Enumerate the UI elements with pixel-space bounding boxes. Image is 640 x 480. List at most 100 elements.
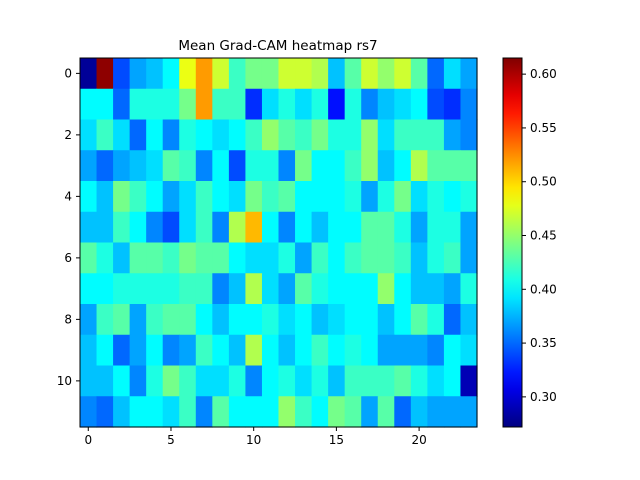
heatmap-cell — [278, 150, 296, 182]
heatmap-cell — [129, 58, 147, 90]
heatmap-cell — [460, 365, 478, 397]
heatmap-cell — [162, 58, 180, 90]
heatmap-cell — [427, 119, 445, 151]
heatmap-cell — [212, 242, 230, 274]
heatmap-cell — [228, 334, 247, 367]
heatmap-cell — [162, 304, 180, 336]
heatmap-cell — [228, 88, 247, 121]
heatmap-cell — [113, 365, 131, 397]
heatmap-cell — [212, 211, 230, 244]
heatmap-cell — [212, 58, 230, 90]
heatmap-cell — [212, 273, 230, 305]
heatmap-cell — [261, 211, 280, 244]
heatmap-cell — [113, 211, 131, 244]
heatmap-cell — [146, 365, 164, 397]
heatmap-cell — [328, 242, 346, 274]
heatmap-cell — [195, 181, 213, 213]
heatmap-cell — [195, 211, 213, 244]
heatmap-cell — [228, 365, 247, 397]
heatmap-cell — [344, 88, 362, 121]
heatmap-cell — [146, 242, 164, 274]
heatmap-cell — [245, 211, 263, 244]
heatmap-cell — [394, 88, 412, 121]
heatmap-cell — [113, 304, 131, 336]
heatmap-cell — [195, 58, 213, 90]
heatmap-cell — [129, 242, 147, 274]
heatmap-cell — [129, 211, 147, 244]
heatmap-cell — [328, 365, 346, 397]
colorbar-tick-label: 0.55 — [530, 121, 557, 135]
heatmap-cell — [96, 211, 114, 244]
heatmap-cell — [278, 181, 296, 213]
heatmap-cell — [344, 334, 362, 367]
heatmap-cell — [377, 242, 395, 274]
heatmap-cell — [162, 242, 180, 274]
colorbar-tick-label: 0.40 — [530, 282, 557, 296]
heatmap-cell — [311, 58, 329, 90]
heatmap-cell — [212, 304, 230, 336]
heatmap-cell — [228, 304, 247, 336]
heatmap-cell — [113, 58, 131, 90]
heatmap-cell — [162, 119, 180, 151]
heatmap-cell — [311, 88, 329, 121]
heatmap-cell — [278, 273, 296, 305]
heatmap-cell — [129, 334, 147, 367]
heatmap-cell — [113, 273, 131, 305]
heatmap-cell — [410, 119, 428, 151]
heatmap-cell — [377, 365, 395, 397]
colorbar — [502, 57, 523, 428]
heatmap-cell — [427, 396, 445, 428]
heatmap-cell — [394, 273, 412, 305]
heatmap-cell — [245, 119, 263, 151]
x-tick-label: 20 — [411, 433, 426, 447]
heatmap-cell — [228, 58, 247, 90]
heatmap-cell — [394, 58, 412, 90]
heatmap-cell — [361, 150, 379, 182]
heatmap-cell — [245, 242, 263, 274]
heatmap-cell — [245, 58, 263, 90]
heatmap-cell — [443, 58, 462, 90]
heatmap-cell — [394, 119, 412, 151]
heatmap-cell — [195, 273, 213, 305]
heatmap-cell — [179, 273, 197, 305]
heatmap-cell — [344, 181, 362, 213]
x-tick-label: 15 — [329, 433, 344, 447]
x-axis: 0 5 10 15 20 — [84, 427, 427, 447]
heatmap-cell — [113, 334, 131, 367]
heatmap-cell — [162, 396, 180, 428]
heatmap-cell — [377, 334, 395, 367]
heatmap-cell — [228, 150, 247, 182]
heatmap-cell — [179, 365, 197, 397]
heatmap-cell — [427, 58, 445, 90]
heatmap-cell — [344, 304, 362, 336]
heatmap-cell — [460, 211, 478, 244]
heatmap-cell — [179, 150, 197, 182]
heatmap-cell — [460, 334, 478, 367]
heatmap-cell — [295, 88, 313, 121]
heatmap-cell — [80, 119, 98, 151]
heatmap-cell — [96, 119, 114, 151]
x-tick-label: 10 — [246, 433, 261, 447]
heatmap-cell — [328, 181, 346, 213]
heatmap-cell — [410, 181, 428, 213]
heatmap-cell — [410, 273, 428, 305]
heatmap-cell — [195, 150, 213, 182]
heatmap-cell — [344, 58, 362, 90]
heatmap-cell — [80, 58, 98, 90]
heatmap-cell — [410, 334, 428, 367]
heatmap-cell — [443, 88, 462, 121]
heatmap-cell — [80, 242, 98, 274]
heatmap-cell — [212, 150, 230, 182]
heatmap-cell — [427, 88, 445, 121]
heatmap-cell — [96, 242, 114, 274]
heatmap-cell — [328, 396, 346, 428]
heatmap-cell — [96, 181, 114, 213]
heatmap-cell — [344, 150, 362, 182]
x-tick-label: 0 — [84, 433, 92, 447]
heatmap-cell — [344, 273, 362, 305]
heatmap-cell — [361, 88, 379, 121]
heatmap-cell — [179, 242, 197, 274]
heatmap-cell — [195, 88, 213, 121]
heatmap-cell — [328, 119, 346, 151]
heatmap-cell — [311, 242, 329, 274]
